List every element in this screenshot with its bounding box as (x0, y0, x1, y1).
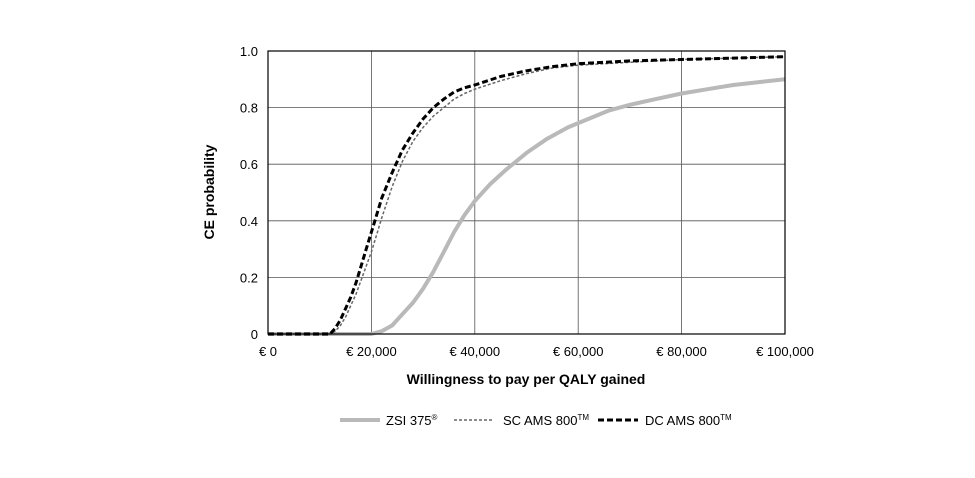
series-layer (268, 55, 786, 336)
legend: ZSI 375® SC AMS 800TM DC AMS 800TM (340, 413, 732, 428)
y-tick-label: 0 (251, 327, 258, 342)
x-tick-label: € 100,000 (756, 344, 814, 359)
legend-mark-zsi: ® (432, 413, 438, 422)
legend-item-zsi: ZSI 375® (340, 413, 438, 428)
y-tick-label: 0.4 (240, 214, 258, 229)
legend-item-sc: SC AMS 800TM (454, 413, 589, 428)
y-tick-label: 0.2 (240, 270, 258, 285)
legend-item-dc: DC AMS 800TM (598, 413, 732, 428)
series-line-1 (268, 77, 786, 336)
x-tick-label: € 0 (259, 344, 277, 359)
x-axis-ticks: € 0 € 20,000 € 40,000 € 60,000 € 80,000 € 100… (259, 344, 814, 359)
legend-name-sc: SC AMS 800 (503, 413, 577, 428)
grid (268, 51, 785, 334)
legend-mark-dc: TM (720, 413, 732, 422)
x-tick-label: € 80,000 (656, 344, 707, 359)
legend-label-sc: SC AMS 800TM (503, 413, 589, 428)
y-axis-title: CE probability (201, 144, 217, 239)
y-axis-ticks: 0 0.2 0.4 0.6 0.8 1.0 (240, 44, 258, 342)
y-tick-label: 0.6 (240, 157, 258, 172)
legend-mark-sc: TM (577, 413, 589, 422)
x-axis-title: Willingness to pay per QALY gained (407, 371, 646, 387)
series-line-2 (268, 55, 786, 335)
y-tick-label: 1.0 (240, 44, 258, 59)
plot-frame (267, 50, 786, 335)
x-tick-label: € 20,000 (346, 344, 397, 359)
x-tick-label: € 40,000 (449, 344, 500, 359)
legend-label-zsi: ZSI 375® (386, 413, 438, 428)
x-tick-label: € 60,000 (553, 344, 604, 359)
y-tick-label: 0.8 (240, 101, 258, 116)
legend-name-dc: DC AMS 800 (645, 413, 720, 428)
legend-name-zsi: ZSI 375 (386, 413, 432, 428)
series-line-3 (268, 55, 786, 336)
legend-label-dc: DC AMS 800TM (645, 413, 732, 428)
